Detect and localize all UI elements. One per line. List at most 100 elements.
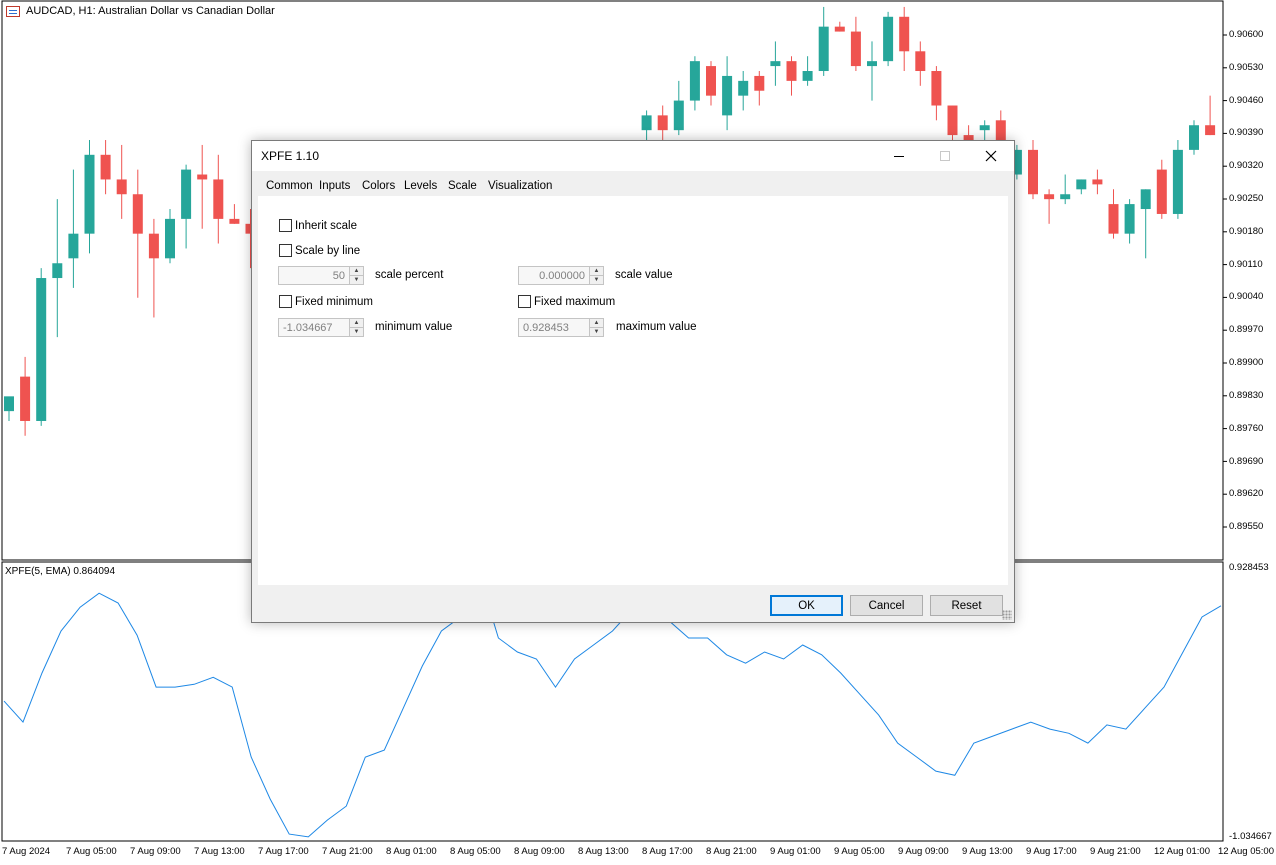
dialog-titlebar[interactable]: XPFE 1.10 [252,141,1014,171]
scale-percent-label: scale percent [375,269,444,281]
bullish-candle [641,115,652,131]
axis-tickmarks [1223,34,1227,528]
checkbox-label: Inherit scale [295,219,358,232]
minimum-value-input[interactable] [278,318,350,337]
time-tick: 8 Aug 01:00 [386,846,437,857]
price-tick: 0.90040 [1229,291,1264,302]
time-tick: 9 Aug 09:00 [898,846,949,857]
bullish-candle [673,100,684,131]
checkbox-box[interactable] [279,295,292,308]
spin-up-icon[interactable]: ▲ [590,267,603,275]
spin-up-icon[interactable]: ▲ [350,319,363,327]
scale-percent-input[interactable] [278,266,350,285]
tab-levels[interactable]: Levels [404,180,438,192]
checkbox-label: Fixed minimum [295,295,373,308]
cancel-button[interactable]: Cancel [850,595,923,616]
scale-value-input[interactable] [518,266,590,285]
scale-tab-panel: Inherit scale Scale by line ▲ ▼ scale pe… [258,196,1008,585]
price-tick: 0.90110 [1229,259,1263,270]
bearish-candle [706,66,716,96]
bearish-candle [657,115,668,131]
spin-down-icon[interactable]: ▼ [590,275,603,284]
time-tick: 9 Aug 13:00 [962,846,1013,857]
price-tick: 0.90250 [1229,193,1264,204]
checkbox-box[interactable] [279,219,292,232]
checkbox-label: Scale by line [295,244,361,257]
minimum-value-spinner[interactable]: ▲ ▼ [278,318,364,337]
fixed-maximum-checkbox[interactable]: Fixed maximum [518,295,615,308]
indicator-tick: 0.928453 [1229,562,1269,573]
resize-grip-icon[interactable] [1002,610,1012,620]
scale-by-line-checkbox[interactable]: Scale by line [279,244,360,257]
time-tick: 8 Aug 21:00 [706,846,757,857]
time-tick: 7 Aug 05:00 [66,846,117,857]
tab-common[interactable]: Common [266,180,313,192]
scale-value-spinner[interactable]: ▲ ▼ [518,266,604,285]
tab-scale[interactable]: Scale [448,180,477,198]
minimize-button[interactable] [876,141,922,171]
bearish-candle [20,376,31,421]
checkbox-box[interactable] [518,295,531,308]
price-tick: 0.90530 [1229,62,1264,73]
maximum-value-input[interactable] [518,318,590,337]
fixed-minimum-checkbox[interactable]: Fixed minimum [279,295,373,308]
indicator-properties-dialog[interactable]: XPFE 1.10 Common Inputs Colors Levels Sc… [251,140,1015,623]
candles-group [4,6,1216,436]
bullish-candle [36,278,47,421]
tab-colors[interactable]: Colors [362,180,396,192]
spin-down-icon[interactable]: ▼ [590,327,603,336]
bearish-candle [754,75,765,91]
bullish-candle [52,263,63,279]
price-tick: 0.90600 [1229,29,1264,40]
price-tick: 0.90460 [1229,95,1264,106]
time-tick: 7 Aug 13:00 [194,846,245,857]
scale-percent-spinner[interactable]: ▲ ▼ [278,266,364,285]
bullish-candle [1060,194,1071,200]
maximize-icon [940,151,950,161]
time-tick: 7 Aug 17:00 [258,846,309,857]
chart-symbol-icon[interactable] [6,5,20,17]
spin-up-icon[interactable]: ▲ [350,267,363,275]
bearish-candle [1028,149,1038,195]
bearish-candle [1044,194,1055,200]
bearish-candle [1092,179,1103,185]
bullish-candle [181,169,192,219]
bullish-candle [883,16,894,62]
price-tick: 0.89550 [1229,521,1264,532]
bullish-candle [1140,189,1151,210]
spin-down-icon[interactable]: ▼ [350,275,363,284]
tab-inputs[interactable]: Inputs [319,180,351,192]
reset-button[interactable]: Reset [930,595,1003,616]
time-tick: 8 Aug 13:00 [578,846,629,857]
bullish-candle [1189,125,1199,150]
dialog-tabs: Common Inputs Colors Levels Scale Visual… [258,173,1008,198]
spin-down-icon[interactable]: ▼ [350,327,363,336]
tab-visualization[interactable]: Visualization [488,180,553,192]
bearish-candle [850,31,861,67]
ok-button[interactable]: OK [770,595,843,616]
bullish-candle [84,154,95,234]
price-tick: 0.89760 [1229,423,1264,434]
maximum-value-spinner[interactable]: ▲ ▼ [518,318,604,337]
time-tick: 12 Aug 01:00 [1154,846,1210,857]
price-tick: 0.89830 [1229,390,1264,401]
inherit-scale-checkbox[interactable]: Inherit scale [279,219,357,232]
checkbox-box[interactable] [279,244,292,257]
spin-up-icon[interactable]: ▲ [590,319,603,327]
time-tick: 8 Aug 05:00 [450,846,501,857]
bearish-candle [931,71,942,106]
maximum-value-label: maximum value [616,321,697,333]
price-tick: 0.89690 [1229,456,1264,467]
bearish-candle [197,174,208,180]
bullish-candle [68,233,79,259]
price-tick: 0.89620 [1229,488,1264,499]
close-button[interactable] [968,141,1014,171]
bullish-candle [1076,179,1087,190]
bullish-candle [867,61,877,67]
minimize-icon [894,156,904,157]
price-tick: 0.90390 [1229,127,1264,138]
bullish-candle [1172,149,1183,214]
price-tick: 0.90180 [1229,226,1264,237]
